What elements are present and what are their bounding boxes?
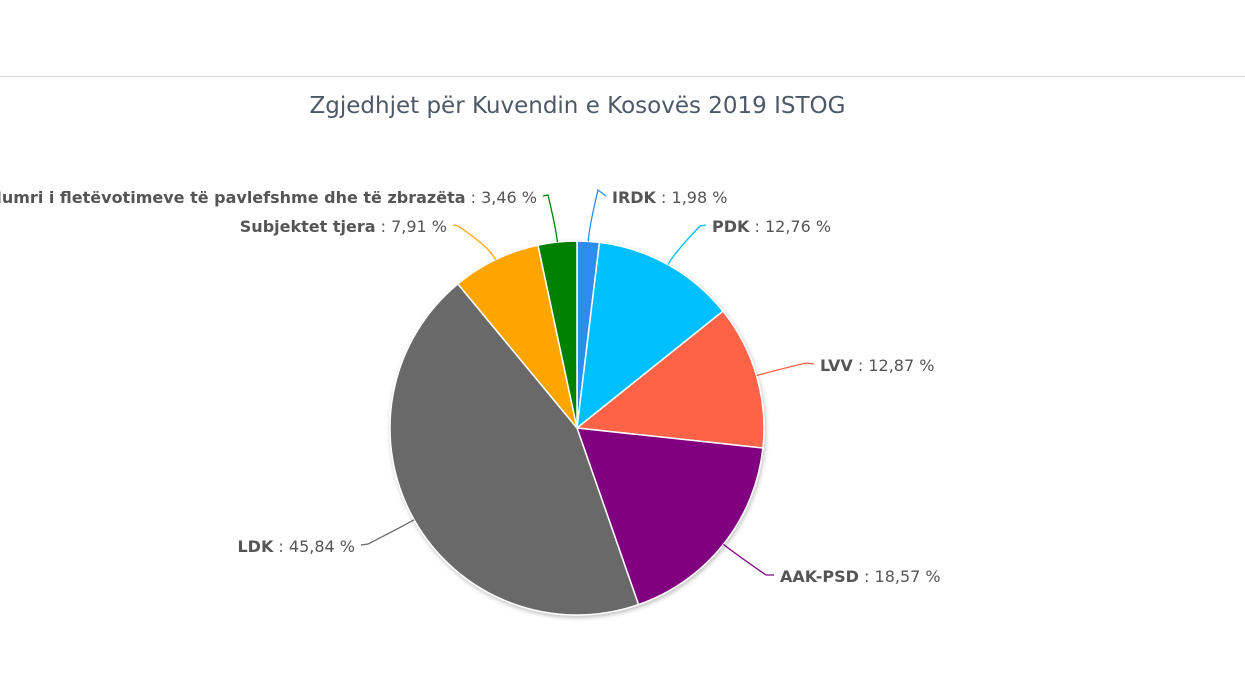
label-value: : 7,91 % bbox=[376, 217, 447, 236]
label-name: LVV bbox=[820, 356, 853, 375]
label-value: : 45,84 % bbox=[273, 537, 355, 556]
label-lvv: LVV : 12,87 % bbox=[820, 356, 934, 375]
label-subjektet-tjera: Subjektet tjera : 7,91 % bbox=[240, 217, 447, 236]
label-value: : 12,76 % bbox=[749, 217, 831, 236]
connector-irdk bbox=[587, 188, 607, 242]
label-pdk: PDK : 12,76 % bbox=[712, 217, 831, 236]
label-numri-i-fletevotimeve-te-pavlefshme-dhe-te-zbrazeta: Numri i fletëvotimeve të pavlefshme dhe … bbox=[0, 188, 537, 207]
label-name: PDK bbox=[712, 217, 750, 236]
label-name: IRDK bbox=[612, 188, 657, 207]
label-value: : 1,98 % bbox=[656, 188, 727, 207]
pie-slice-lvv[interactable] bbox=[575, 310, 765, 449]
connector-pdk bbox=[667, 224, 707, 265]
pie-slice-ldk[interactable] bbox=[389, 282, 640, 616]
label-value: : 18,57 % bbox=[859, 567, 941, 586]
label-name: Numri i fletëvotimeve të pavlefshme dhe … bbox=[0, 188, 466, 207]
connector-ldk bbox=[360, 519, 415, 546]
label-name: Subjektet tjera bbox=[240, 217, 376, 236]
pie-slice-numri-i-fletevotimeve-te-pavlefshme-dhe-te-zbrazeta[interactable] bbox=[537, 240, 578, 429]
connector-aak-psd bbox=[723, 543, 774, 576]
slice-labels: IRDK : 1,98 % PDK : 12,76 % LVV : 12,87 % A… bbox=[0, 188, 941, 586]
connector-numri-i-fletevotimeve-te-pavlefshme-dhe-te-zbrazeta bbox=[542, 194, 559, 243]
label-aak-psd: AAK-PSD : 18,57 % bbox=[780, 567, 941, 586]
pie-slice-pdk[interactable] bbox=[576, 241, 725, 430]
connector-lvv bbox=[756, 362, 815, 377]
label-ldk: LDK : 45,84 % bbox=[237, 537, 355, 556]
label-connectors bbox=[360, 188, 815, 576]
label-name: AAK-PSD bbox=[780, 567, 859, 586]
label-value: : 3,46 % bbox=[466, 188, 537, 207]
pie-slices bbox=[389, 240, 765, 616]
connector-subjektet-tjera bbox=[452, 224, 497, 260]
top-divider bbox=[0, 76, 1245, 77]
label-value: : 12,87 % bbox=[853, 356, 935, 375]
label-name: LDK bbox=[237, 537, 273, 556]
chart-title: Zgjedhjet për Kuvendin e Kosovës 2019 IS… bbox=[309, 93, 846, 119]
label-irdk: IRDK : 1,98 % bbox=[612, 188, 727, 207]
